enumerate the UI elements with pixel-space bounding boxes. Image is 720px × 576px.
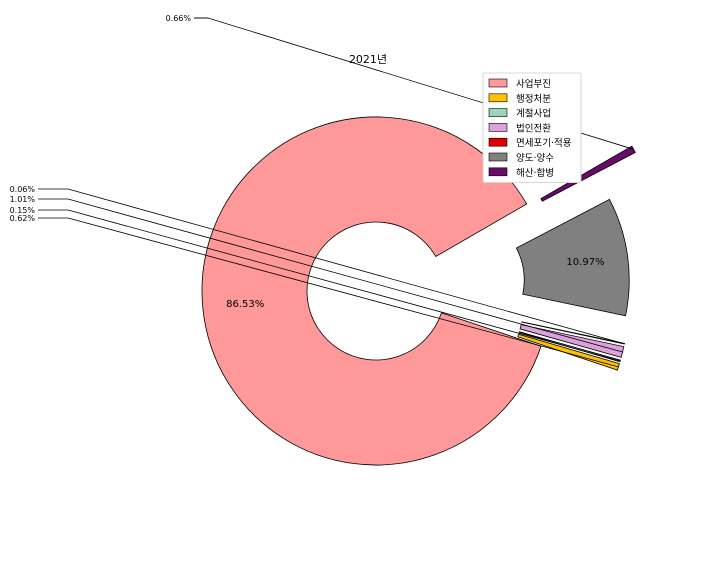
leader-line-3 (67, 209, 621, 362)
legend-swatch-2 (488, 93, 508, 103)
slice-6 (515, 198, 630, 317)
legend-swatch-6 (488, 152, 508, 162)
leader-line-5 (67, 188, 625, 345)
pct-label-6: 10.97% (566, 257, 604, 268)
pct-label-3: 0.15% (10, 206, 36, 215)
legend-label-3: 계절사업 (516, 108, 551, 120)
slice-1 (201, 116, 542, 466)
legend-swatch-4 (488, 123, 508, 132)
slice-4 (519, 324, 625, 358)
chart-title: 2021년 (349, 53, 387, 66)
legend-label-7: 해산·합병 (516, 167, 554, 179)
leader-line-2 (67, 217, 619, 368)
legend-label-1: 사업부진 (516, 78, 551, 90)
legend-swatch-1 (488, 78, 508, 88)
legend-swatch-3 (488, 108, 508, 117)
pct-label-7: 0.66% (166, 14, 192, 23)
legend-label-4: 법인전환 (516, 122, 551, 134)
legend-frame (482, 72, 582, 183)
legend-label-5: 면세포기·적용 (516, 137, 572, 149)
labels-group: 86.53% 0.62%0.15% 1.01%0.06% 10.97% 0.66% (10, 14, 634, 368)
slice-2 (517, 333, 620, 371)
legend-swatch-7 (488, 167, 508, 177)
slice-5 (521, 321, 626, 345)
legend-label-2: 행정처분 (516, 93, 551, 105)
pct-label-1: 86.53% (226, 299, 264, 310)
pct-label-5: 0.06% (10, 185, 36, 194)
legend-label-6: 양도·양수 (516, 153, 554, 164)
legend-swatch-5 (488, 137, 508, 147)
pct-label-2: 0.62% (10, 214, 36, 223)
pct-label-4: 1.01% (10, 195, 36, 204)
leader-line-4 (67, 198, 623, 353)
slice-7 (540, 145, 636, 202)
